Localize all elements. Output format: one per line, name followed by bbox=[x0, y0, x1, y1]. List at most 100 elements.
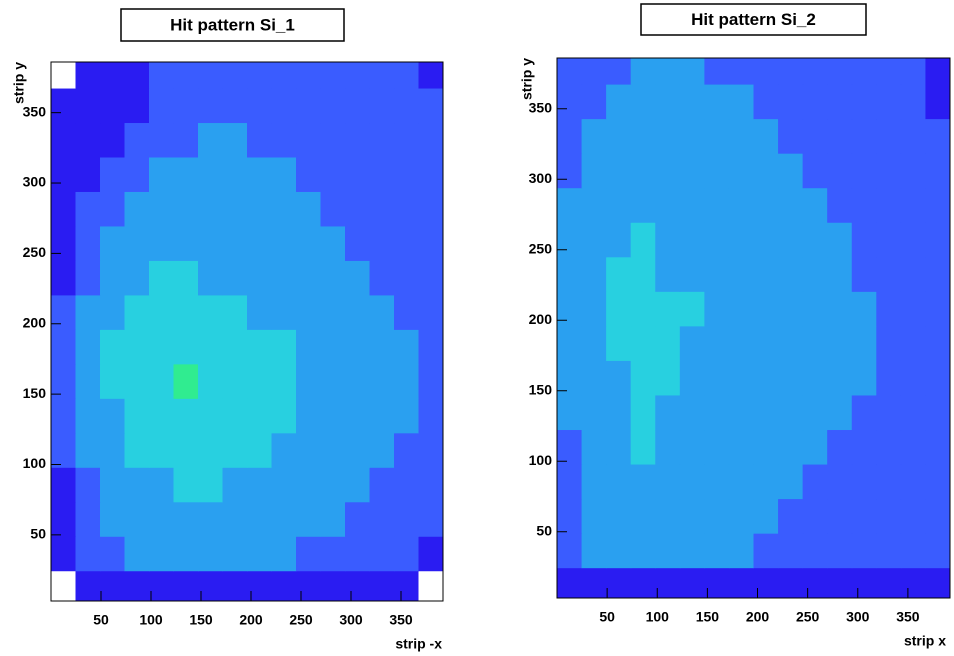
cell bbox=[581, 153, 607, 189]
cell bbox=[51, 294, 76, 330]
cell bbox=[320, 432, 346, 468]
cell bbox=[173, 225, 199, 261]
cell bbox=[655, 567, 681, 598]
cell bbox=[876, 325, 902, 361]
cell bbox=[271, 536, 297, 572]
cell bbox=[296, 62, 321, 89]
cell bbox=[198, 467, 223, 503]
cell bbox=[369, 467, 395, 503]
cell bbox=[345, 363, 370, 399]
cell bbox=[876, 153, 902, 189]
cell bbox=[704, 360, 730, 396]
cell bbox=[124, 536, 150, 572]
cell bbox=[606, 464, 632, 500]
cell bbox=[222, 432, 248, 468]
cell bbox=[630, 222, 656, 258]
cell bbox=[802, 58, 828, 85]
cell bbox=[630, 118, 656, 154]
cell bbox=[418, 363, 443, 399]
cell bbox=[655, 187, 681, 223]
cell bbox=[124, 156, 150, 192]
cell bbox=[581, 118, 607, 154]
cell bbox=[753, 533, 779, 569]
cell bbox=[418, 432, 443, 468]
cell bbox=[778, 464, 804, 500]
cell bbox=[851, 394, 877, 431]
cell bbox=[198, 501, 223, 537]
cell bbox=[369, 260, 395, 296]
cell bbox=[802, 567, 828, 598]
cell bbox=[418, 536, 443, 572]
cell bbox=[925, 464, 950, 500]
cell bbox=[149, 156, 174, 192]
cell bbox=[222, 570, 248, 601]
cell bbox=[394, 432, 419, 468]
cell bbox=[418, 191, 443, 227]
cell bbox=[296, 156, 321, 192]
cell bbox=[557, 291, 583, 327]
cell bbox=[51, 363, 76, 399]
cell bbox=[149, 501, 174, 537]
cell bbox=[296, 191, 321, 227]
cell bbox=[149, 467, 174, 503]
cell bbox=[100, 156, 125, 192]
cell bbox=[149, 191, 174, 227]
cell bbox=[581, 84, 607, 120]
cell bbox=[51, 398, 76, 434]
cells bbox=[51, 62, 443, 601]
cell bbox=[75, 62, 101, 89]
cell bbox=[51, 122, 76, 158]
cell bbox=[296, 225, 321, 261]
cell bbox=[271, 156, 297, 192]
cell bbox=[876, 429, 902, 465]
x-tick-label: 200 bbox=[746, 609, 770, 625]
cell bbox=[149, 294, 174, 330]
cell bbox=[51, 191, 76, 227]
cell bbox=[198, 398, 223, 434]
cell bbox=[557, 498, 583, 534]
cell bbox=[851, 533, 877, 569]
cell bbox=[778, 222, 804, 258]
cell bbox=[320, 501, 346, 537]
cell bbox=[124, 294, 150, 330]
cell bbox=[876, 464, 902, 500]
y-tick-label: 350 bbox=[23, 103, 47, 119]
cell bbox=[851, 429, 877, 465]
cell bbox=[753, 84, 779, 120]
cell bbox=[728, 325, 754, 361]
y-axis-label: strip y bbox=[519, 58, 535, 100]
cell bbox=[606, 567, 632, 598]
cell bbox=[271, 570, 297, 601]
cell bbox=[51, 156, 76, 192]
cell bbox=[753, 325, 779, 361]
cell bbox=[581, 394, 607, 431]
cell bbox=[100, 398, 125, 434]
cell bbox=[557, 84, 583, 120]
cell bbox=[247, 88, 272, 124]
cell bbox=[581, 325, 607, 361]
cell bbox=[247, 432, 272, 468]
y-tick-label: 150 bbox=[23, 385, 47, 401]
cell bbox=[173, 88, 199, 124]
cell bbox=[198, 536, 223, 572]
cell bbox=[124, 467, 150, 503]
cell bbox=[557, 360, 583, 396]
cell bbox=[369, 329, 395, 365]
cell bbox=[876, 291, 902, 327]
cell bbox=[827, 222, 853, 258]
cell bbox=[320, 62, 346, 89]
cell bbox=[778, 256, 804, 292]
cell bbox=[827, 291, 853, 327]
cell bbox=[827, 58, 853, 85]
cell bbox=[925, 567, 950, 598]
x-tick-label: 300 bbox=[846, 609, 870, 625]
cell bbox=[271, 62, 297, 89]
title-box bbox=[120, 8, 345, 42]
y-tick-label: 300 bbox=[529, 170, 553, 186]
cell bbox=[320, 260, 346, 296]
cell bbox=[75, 398, 101, 434]
cell bbox=[679, 567, 705, 598]
cell bbox=[345, 467, 370, 503]
cell bbox=[75, 191, 101, 227]
cell bbox=[345, 88, 370, 124]
